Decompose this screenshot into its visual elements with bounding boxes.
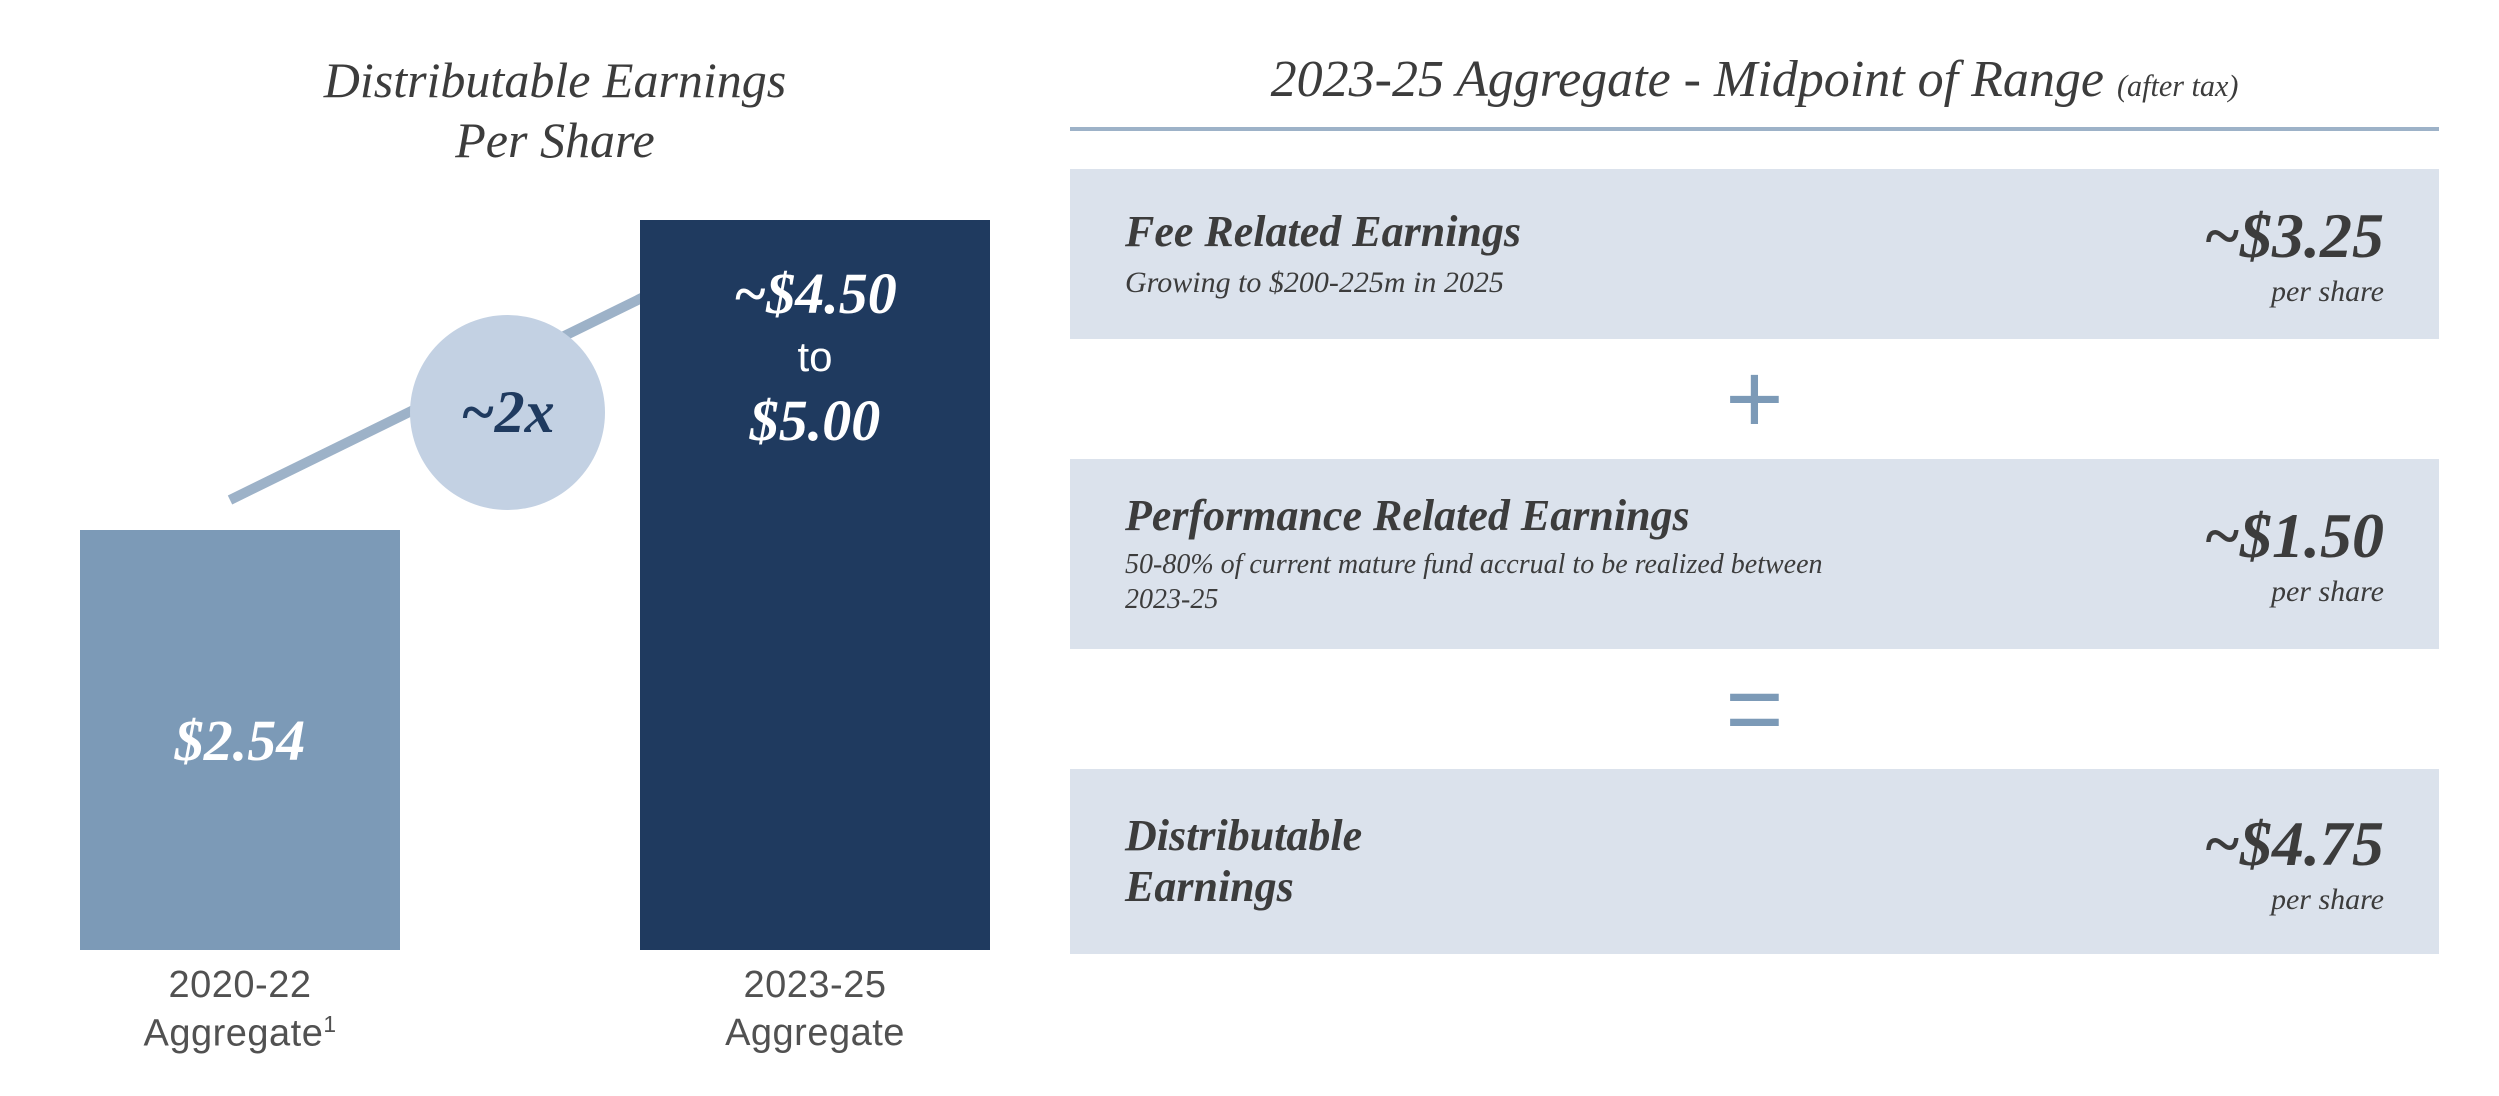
page-root: Distributable Earnings Per Share ~2x $2.… <box>0 0 2499 1096</box>
bar-2020-22-rect: $2.54 <box>80 530 400 950</box>
row0-per-share: per share <box>2204 275 2384 309</box>
row0-subtitle: Growing to $200-225m in 2025 <box>1125 264 2164 302</box>
row1-value: ~$1.50 <box>2204 499 2384 573</box>
row1-right: ~$1.50 per share <box>2204 499 2384 609</box>
row1-subtitle: 50-80% of current mature fund accrual to… <box>1125 547 1885 617</box>
right-title-small: (after tax) <box>2117 69 2238 103</box>
row0-title: Fee Related Earnings <box>1125 207 2164 258</box>
bar-2020-22: $2.54 2020-22 Aggregate1 <box>80 530 400 950</box>
left-chart-panel: Distributable Earnings Per Share ~2x $2.… <box>80 40 1030 1056</box>
bar-chart-area: ~2x $2.54 2020-22 Aggregate1 ~$4.50 to $… <box>80 200 1030 1050</box>
bar2-value-bot: $5.00 <box>750 387 881 454</box>
row2-value: ~$4.75 <box>2204 807 2384 881</box>
bar-2023-25: ~$4.50 to $5.00 2023-25 Aggregate <box>640 220 990 950</box>
row2-right: ~$4.75 per share <box>2204 807 2384 917</box>
row2-title-line1: Distributable <box>1125 811 1362 860</box>
bar1-xlabel-line2: Aggregate <box>143 1012 323 1054</box>
bar-2020-22-value: $2.54 <box>175 707 306 774</box>
left-title-line2: Per Share <box>80 110 1030 170</box>
row-fee-related-earnings: Fee Related Earnings Growing to $200-225… <box>1070 169 2439 339</box>
operator-plus: + <box>1070 349 2439 449</box>
row-distributable-earnings: Distributable Earnings ~$4.75 per share <box>1070 769 2439 954</box>
row2-per-share: per share <box>2204 883 2384 917</box>
row1-per-share: per share <box>2204 575 2384 609</box>
bar2-xlabel-line2: Aggregate <box>725 1012 905 1054</box>
row2-left: Distributable Earnings <box>1125 811 2204 912</box>
row0-value: ~$3.25 <box>2204 199 2384 273</box>
right-title-main: 2023-25 Aggregate - Midpoint of Range <box>1271 51 2117 108</box>
row2-title: Distributable Earnings <box>1125 811 2164 912</box>
bar2-value-top: ~$4.50 <box>733 260 897 327</box>
bar-2023-25-rect: ~$4.50 to $5.00 <box>640 220 990 950</box>
left-chart-title: Distributable Earnings Per Share <box>80 50 1030 170</box>
row2-title-line2: Earnings <box>1125 862 1294 911</box>
right-panel-title: 2023-25 Aggregate - Midpoint of Range (a… <box>1070 50 2439 109</box>
bar2-xlabel-line1: 2023-25 <box>744 964 887 1006</box>
row-performance-related-earnings: Performance Related Earnings 50-80% of c… <box>1070 459 2439 649</box>
operator-equals: = <box>1070 659 2439 759</box>
right-title-divider <box>1070 127 2439 131</box>
bar1-xlabel-line1: 2020-22 <box>169 964 312 1006</box>
row1-left: Performance Related Earnings 50-80% of c… <box>1125 491 2204 618</box>
row1-title: Performance Related Earnings <box>1125 491 2164 542</box>
row0-right: ~$3.25 per share <box>2204 199 2384 309</box>
row0-left: Fee Related Earnings Growing to $200-225… <box>1125 207 2204 301</box>
bar-2020-22-xlabel: 2020-22 Aggregate1 <box>80 950 400 1058</box>
bar-2023-25-xlabel: 2023-25 Aggregate <box>640 950 990 1057</box>
left-title-line1: Distributable Earnings <box>80 50 1030 110</box>
breakdown-rows: Fee Related Earnings Growing to $200-225… <box>1070 169 2439 954</box>
bar2-value-to: to <box>797 333 832 381</box>
bar1-footnote-marker: 1 <box>323 1011 336 1037</box>
multiplier-label: ~2x <box>460 378 554 447</box>
multiplier-badge: ~2x <box>410 315 605 510</box>
right-breakdown-panel: 2023-25 Aggregate - Midpoint of Range (a… <box>1030 40 2439 1056</box>
